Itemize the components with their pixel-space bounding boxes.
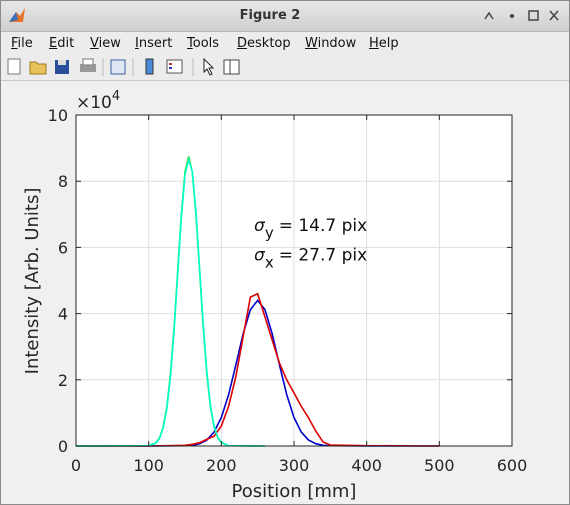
menu-item[interactable]: View [90,36,121,51]
x-tick-label: 400 [351,456,382,475]
data-line [75,156,265,447]
menu-item[interactable]: Desktop [237,36,291,51]
x-tick-label: 500 [424,456,455,475]
y-tick-label: 2 [58,371,68,390]
y-tick-label: 10 [48,106,68,125]
data-line [76,292,440,447]
y-axis-label: Intensity [Arb. Units] [22,188,43,375]
multiplier-base: ×10 [76,93,112,113]
x-axis-label: Position [mm] [232,481,357,502]
menu-item[interactable]: Help [369,36,399,51]
x-tick-label: 200 [206,456,237,475]
toolbar [1,54,569,81]
lines [75,156,440,447]
annotation: σy = 14.7 pix [254,216,367,242]
annotation-subscript: x [265,254,274,272]
annotation-symbol: σ [254,216,266,236]
menu-item[interactable]: Insert [135,36,173,51]
x-tick-label: 300 [279,456,310,475]
annotation: σx = 27.7 pix [254,246,367,272]
y-tick-label: 8 [58,172,68,191]
x-tick-label: 600 [497,456,528,475]
window-buttons[interactable] [475,6,565,26]
y-tick-label: 4 [58,305,68,324]
y-tick-label: 6 [58,238,68,257]
annotation-symbol: σ [254,246,266,266]
annotation-subscript: y [265,224,274,242]
x-tick-label: 0 [71,456,81,475]
menu-bar: File Edit View Insert Tools Desktop Window Help [1,32,569,54]
window-title: Figure 2 [239,8,301,23]
menu-item[interactable]: Edit [49,36,75,51]
annotation-text: = 27.7 pix [279,246,367,266]
y-multiplier: ×104 [76,89,120,113]
menu-item[interactable]: Tools [187,36,220,51]
toolbar-icons[interactable] [1,54,251,80]
y-tick-label: 0 [58,437,68,456]
app-icon [9,8,25,22]
multiplier-exponent: 4 [112,89,120,104]
x-tick-label: 100 [133,456,164,475]
menu-item[interactable]: Window [305,36,357,51]
annotation-text: = 14.7 pix [279,216,367,236]
menu-item[interactable]: File [11,36,33,51]
title-bar: Figure 2 [1,1,569,32]
data-line [76,299,440,447]
